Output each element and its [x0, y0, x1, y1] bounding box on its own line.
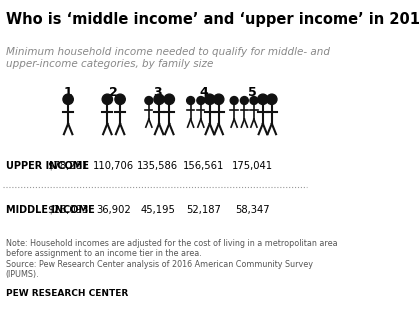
Circle shape	[258, 94, 268, 104]
Text: PEW RESEARCH CENTER: PEW RESEARCH CENTER	[6, 289, 128, 298]
Text: 110,706: 110,706	[93, 161, 134, 171]
Text: 135,586: 135,586	[137, 161, 178, 171]
Text: 175,041: 175,041	[231, 161, 273, 171]
Circle shape	[230, 96, 238, 104]
Text: 1: 1	[64, 86, 73, 99]
Circle shape	[164, 94, 174, 104]
Text: 4: 4	[199, 86, 208, 99]
Text: 58,347: 58,347	[235, 205, 269, 215]
Circle shape	[186, 96, 194, 104]
Text: 2: 2	[109, 86, 118, 99]
Text: UPPER INCOME: UPPER INCOME	[6, 161, 89, 171]
Text: Note: Household incomes are adjusted for the cost of living in a metropolitan ar: Note: Household incomes are adjusted for…	[6, 239, 337, 279]
Text: 3: 3	[153, 86, 162, 99]
Circle shape	[145, 96, 153, 104]
Circle shape	[213, 94, 224, 104]
Circle shape	[240, 96, 248, 104]
Text: MIDDLE INCOME: MIDDLE INCOME	[6, 205, 94, 215]
Circle shape	[115, 94, 125, 104]
Text: $78,281: $78,281	[47, 161, 89, 171]
Circle shape	[63, 94, 74, 104]
Text: 52,187: 52,187	[186, 205, 221, 215]
Circle shape	[205, 94, 215, 104]
Circle shape	[267, 94, 277, 104]
Text: Who is ‘middle income’ and ‘upper income’ in 2016?: Who is ‘middle income’ and ‘upper income…	[6, 12, 420, 27]
Circle shape	[154, 94, 164, 104]
Circle shape	[250, 96, 258, 104]
Text: 36,902: 36,902	[96, 205, 131, 215]
Text: $26,093: $26,093	[47, 205, 89, 215]
Circle shape	[102, 94, 113, 104]
Text: 5: 5	[248, 86, 256, 99]
Circle shape	[197, 96, 205, 104]
Text: 45,195: 45,195	[140, 205, 175, 215]
Text: Minimum household income needed to qualify for middle- and
upper-income categori: Minimum household income needed to quali…	[6, 47, 330, 69]
Text: 156,561: 156,561	[183, 161, 224, 171]
